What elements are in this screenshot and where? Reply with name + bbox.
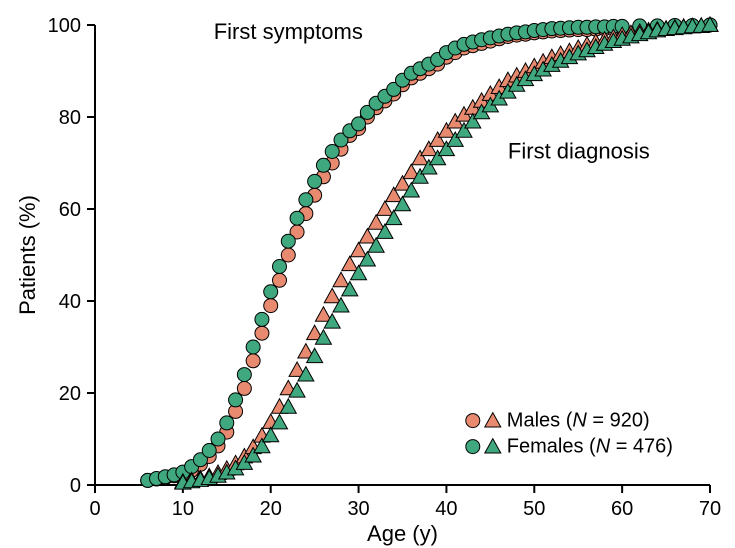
legend-marker-female-circle bbox=[466, 440, 480, 454]
data-point bbox=[359, 229, 375, 243]
data-point bbox=[220, 416, 234, 430]
data-point bbox=[281, 248, 295, 262]
x-tick-label: 50 bbox=[523, 498, 545, 520]
x-axis-label: Age (y) bbox=[367, 521, 438, 546]
legend-marker-male-triangle bbox=[485, 413, 501, 427]
y-tick-label: 100 bbox=[48, 15, 81, 37]
data-point bbox=[368, 215, 384, 229]
data-point bbox=[324, 288, 340, 302]
y-axis-label: Patients (%) bbox=[15, 195, 40, 315]
data-point bbox=[299, 193, 313, 207]
x-tick-label: 0 bbox=[89, 498, 100, 520]
data-point bbox=[237, 368, 251, 382]
data-point bbox=[377, 201, 393, 215]
data-point bbox=[255, 312, 269, 326]
data-point bbox=[246, 354, 260, 368]
data-point bbox=[281, 234, 295, 248]
data-point bbox=[352, 117, 366, 131]
x-tick-label: 70 bbox=[699, 498, 721, 520]
legend-marker-male-circle bbox=[466, 414, 480, 428]
data-point bbox=[264, 299, 278, 313]
data-point bbox=[264, 285, 278, 299]
x-tick-label: 30 bbox=[347, 498, 369, 520]
data-point bbox=[229, 393, 243, 407]
cumulative-age-chart: 0 10 20 30 40 50 60 70 0 20 40 60 80 100 Age (y) Patien… bbox=[0, 0, 735, 548]
y-tick-label: 0 bbox=[70, 475, 81, 497]
data-point bbox=[202, 444, 216, 458]
x-tick-label: 20 bbox=[260, 498, 282, 520]
annotation-first-symptoms: First symptoms bbox=[214, 19, 363, 44]
data-point bbox=[273, 260, 287, 274]
data-point bbox=[255, 326, 269, 340]
legend-males: Males (N = 920) bbox=[507, 410, 650, 432]
y-tick-label: 40 bbox=[59, 291, 81, 313]
data-point bbox=[246, 340, 260, 354]
data-point bbox=[342, 256, 358, 270]
y-tick-label: 60 bbox=[59, 199, 81, 221]
data-point bbox=[237, 381, 251, 395]
data-point bbox=[316, 158, 330, 172]
data-point bbox=[325, 145, 339, 159]
legend-females: Females (N = 476) bbox=[507, 436, 673, 458]
data-point bbox=[308, 174, 322, 188]
data-point bbox=[273, 273, 287, 287]
data-point bbox=[333, 272, 349, 286]
annotation-first-diagnosis: First diagnosis bbox=[508, 138, 650, 163]
x-tick-label: 40 bbox=[435, 498, 457, 520]
data-point bbox=[211, 432, 225, 446]
x-tick-label: 10 bbox=[172, 498, 194, 520]
y-tick-label: 20 bbox=[59, 383, 81, 405]
data-point bbox=[290, 211, 304, 225]
legend-marker-female-triangle bbox=[485, 439, 501, 453]
data-point bbox=[351, 242, 367, 256]
y-tick-label: 80 bbox=[59, 107, 81, 129]
x-tick-label: 60 bbox=[611, 498, 633, 520]
